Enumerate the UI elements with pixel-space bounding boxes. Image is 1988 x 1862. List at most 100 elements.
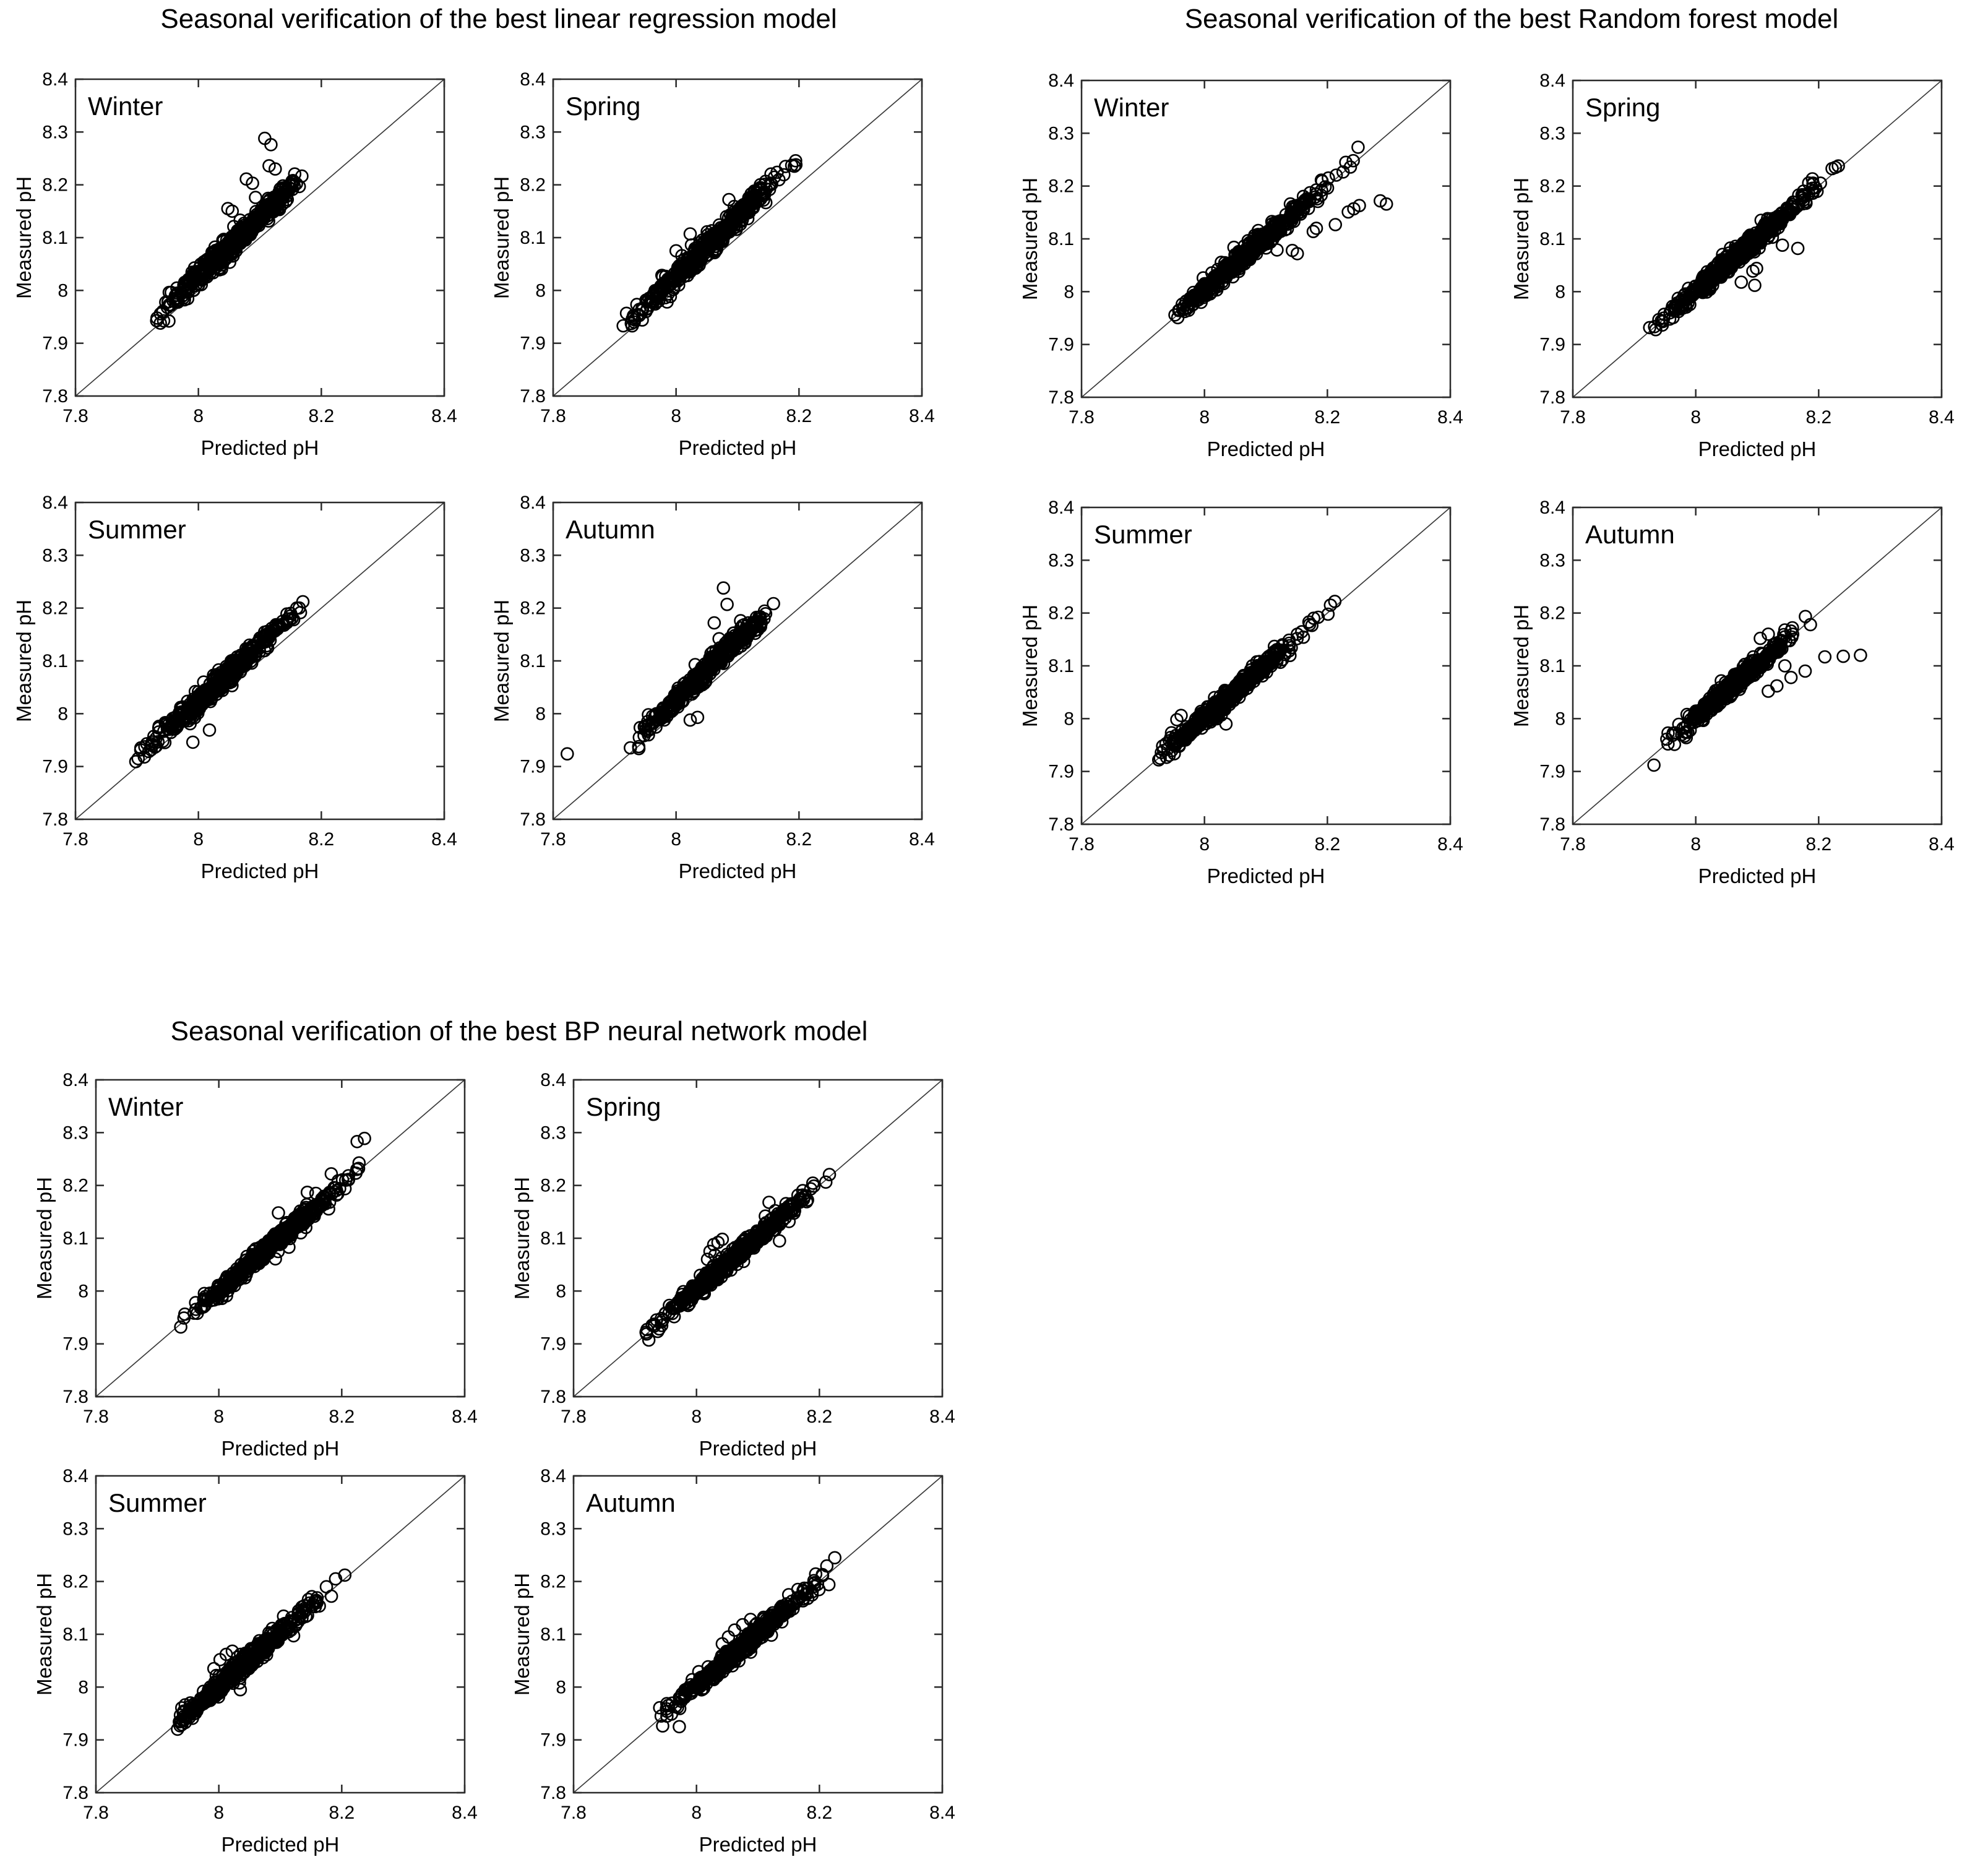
y-tick-label: 8.2 bbox=[520, 598, 546, 619]
outlier-point bbox=[1784, 671, 1798, 684]
outlier-point bbox=[1778, 623, 1792, 637]
outlier-point bbox=[1854, 649, 1867, 662]
outlier-point bbox=[1311, 610, 1325, 624]
outlier-point bbox=[1746, 264, 1760, 278]
outlier-point bbox=[1750, 261, 1763, 275]
outlier-point bbox=[1306, 225, 1320, 238]
x-tick-label: 7.8 bbox=[83, 1407, 109, 1427]
outlier-point bbox=[762, 1196, 776, 1209]
outlier-points bbox=[1643, 159, 1845, 335]
subplot-bp-neural-network-autumn: 7.8 8 8.2 8.4 7.8 7.9 8 8.1 8.2 8.3 8.4 Predicted p… bbox=[510, 1466, 955, 1856]
y-tick-label: 7.8 bbox=[540, 1783, 566, 1803]
outlier-point bbox=[246, 176, 259, 190]
x-tick-label: 8 bbox=[1199, 407, 1210, 428]
outlier-point bbox=[1153, 751, 1167, 765]
x-tick-label: 8.2 bbox=[1314, 834, 1340, 855]
outlier-point bbox=[153, 316, 167, 330]
y-tick-label: 8.4 bbox=[62, 1070, 88, 1090]
x-tick-label: 8.2 bbox=[786, 829, 812, 850]
y-tick-label: 8.3 bbox=[1539, 550, 1565, 571]
y-tick-label: 7.8 bbox=[520, 386, 546, 407]
outlier-point bbox=[759, 1209, 772, 1223]
x-tick-label: 8 bbox=[1199, 834, 1210, 855]
y-tick-label: 7.8 bbox=[62, 1387, 88, 1407]
group-title-bp-neural-network: Seasonal verification of the best BP neu… bbox=[170, 1016, 868, 1046]
outlier-point bbox=[219, 1647, 233, 1662]
outlier-point bbox=[700, 231, 714, 246]
y-tick-label: 7.9 bbox=[1048, 335, 1074, 355]
scatter-points bbox=[653, 1559, 836, 1733]
outlier-point bbox=[286, 613, 301, 627]
outlier-point bbox=[233, 1683, 247, 1697]
x-tick-label: 8 bbox=[1690, 407, 1701, 428]
outlier-point bbox=[221, 202, 235, 215]
y-tick-label: 7.9 bbox=[520, 334, 546, 354]
y-tick-label: 8.2 bbox=[520, 175, 546, 196]
y-tick-label: 8.1 bbox=[42, 228, 68, 248]
outlier-point bbox=[1346, 153, 1360, 168]
season-label: Summer bbox=[108, 1488, 207, 1517]
outlier-point bbox=[350, 1135, 364, 1149]
y-tick-label: 8.4 bbox=[520, 69, 546, 90]
outlier-point bbox=[174, 1320, 187, 1334]
y-tick-label: 7.9 bbox=[62, 1730, 88, 1751]
season-label: Autumn bbox=[586, 1488, 676, 1517]
outlier-point bbox=[207, 1662, 221, 1676]
y-tick-label: 7.8 bbox=[1048, 387, 1074, 408]
x-tick-label: 7.8 bbox=[83, 1803, 109, 1823]
y-tick-label: 8.3 bbox=[42, 122, 68, 142]
y-axis-label: Measured pH bbox=[490, 176, 513, 299]
season-label: Spring bbox=[586, 1092, 661, 1121]
outlier-point bbox=[828, 1551, 841, 1565]
outlier-point bbox=[744, 1613, 757, 1626]
outlier-point bbox=[1270, 243, 1284, 257]
y-tick-label: 8.1 bbox=[520, 228, 546, 248]
outlier-point bbox=[714, 644, 728, 658]
outlier-point bbox=[1309, 222, 1323, 235]
outlier-points bbox=[153, 131, 288, 330]
outlier-point bbox=[712, 632, 726, 645]
outlier-point bbox=[282, 1240, 296, 1254]
x-axis-label: Predicted pH bbox=[679, 436, 797, 459]
y-tick-label: 8.1 bbox=[540, 1228, 566, 1249]
x-axis-label: Predicted pH bbox=[699, 1437, 817, 1460]
outlier-point bbox=[176, 1705, 190, 1720]
y-tick-label: 8 bbox=[535, 704, 546, 724]
outlier-point bbox=[1196, 271, 1210, 285]
x-tick-label: 7.8 bbox=[62, 829, 88, 850]
x-tick-label: 8 bbox=[1690, 834, 1701, 855]
outlier-point bbox=[1734, 275, 1748, 289]
outlier-point bbox=[1831, 159, 1845, 173]
x-tick-label: 7.8 bbox=[1560, 407, 1586, 428]
outlier-point bbox=[1818, 650, 1832, 664]
y-tick-label: 7.8 bbox=[1539, 387, 1565, 408]
outlier-point bbox=[1778, 659, 1792, 673]
season-label: Spring bbox=[566, 92, 640, 121]
outlier-point bbox=[152, 720, 166, 733]
x-tick-label: 8.4 bbox=[431, 406, 457, 426]
outlier-point bbox=[1379, 197, 1393, 211]
y-axis-label: Measured pH bbox=[12, 600, 35, 722]
y-axis-label: Measured pH bbox=[12, 176, 35, 299]
y-tick-label: 7.9 bbox=[1048, 762, 1074, 782]
y-tick-label: 8.2 bbox=[540, 1176, 566, 1196]
y-tick-label: 8.3 bbox=[62, 1123, 88, 1143]
subplot-bp-neural-network-spring: 7.8 8 8.2 8.4 7.8 7.9 8 8.1 8.2 8.3 8.4 Predicted p… bbox=[510, 1070, 955, 1460]
x-tick-label: 8.4 bbox=[909, 829, 935, 850]
outlier-point bbox=[691, 710, 705, 725]
y-tick-label: 7.8 bbox=[1539, 814, 1565, 835]
scatter-points bbox=[1648, 160, 1843, 337]
y-tick-label: 8 bbox=[556, 1677, 566, 1697]
outlier-point bbox=[683, 713, 697, 727]
y-tick-label: 8.4 bbox=[540, 1466, 566, 1486]
identity-line bbox=[553, 79, 923, 397]
y-tick-label: 8.2 bbox=[1539, 176, 1565, 197]
y-tick-label: 8.2 bbox=[62, 1176, 88, 1196]
outlier-point bbox=[1323, 598, 1338, 612]
outlier-point bbox=[1227, 240, 1241, 254]
season-label: Spring bbox=[1585, 93, 1660, 122]
outlier-point bbox=[701, 655, 715, 669]
y-axis-label: Measured pH bbox=[1510, 178, 1533, 300]
